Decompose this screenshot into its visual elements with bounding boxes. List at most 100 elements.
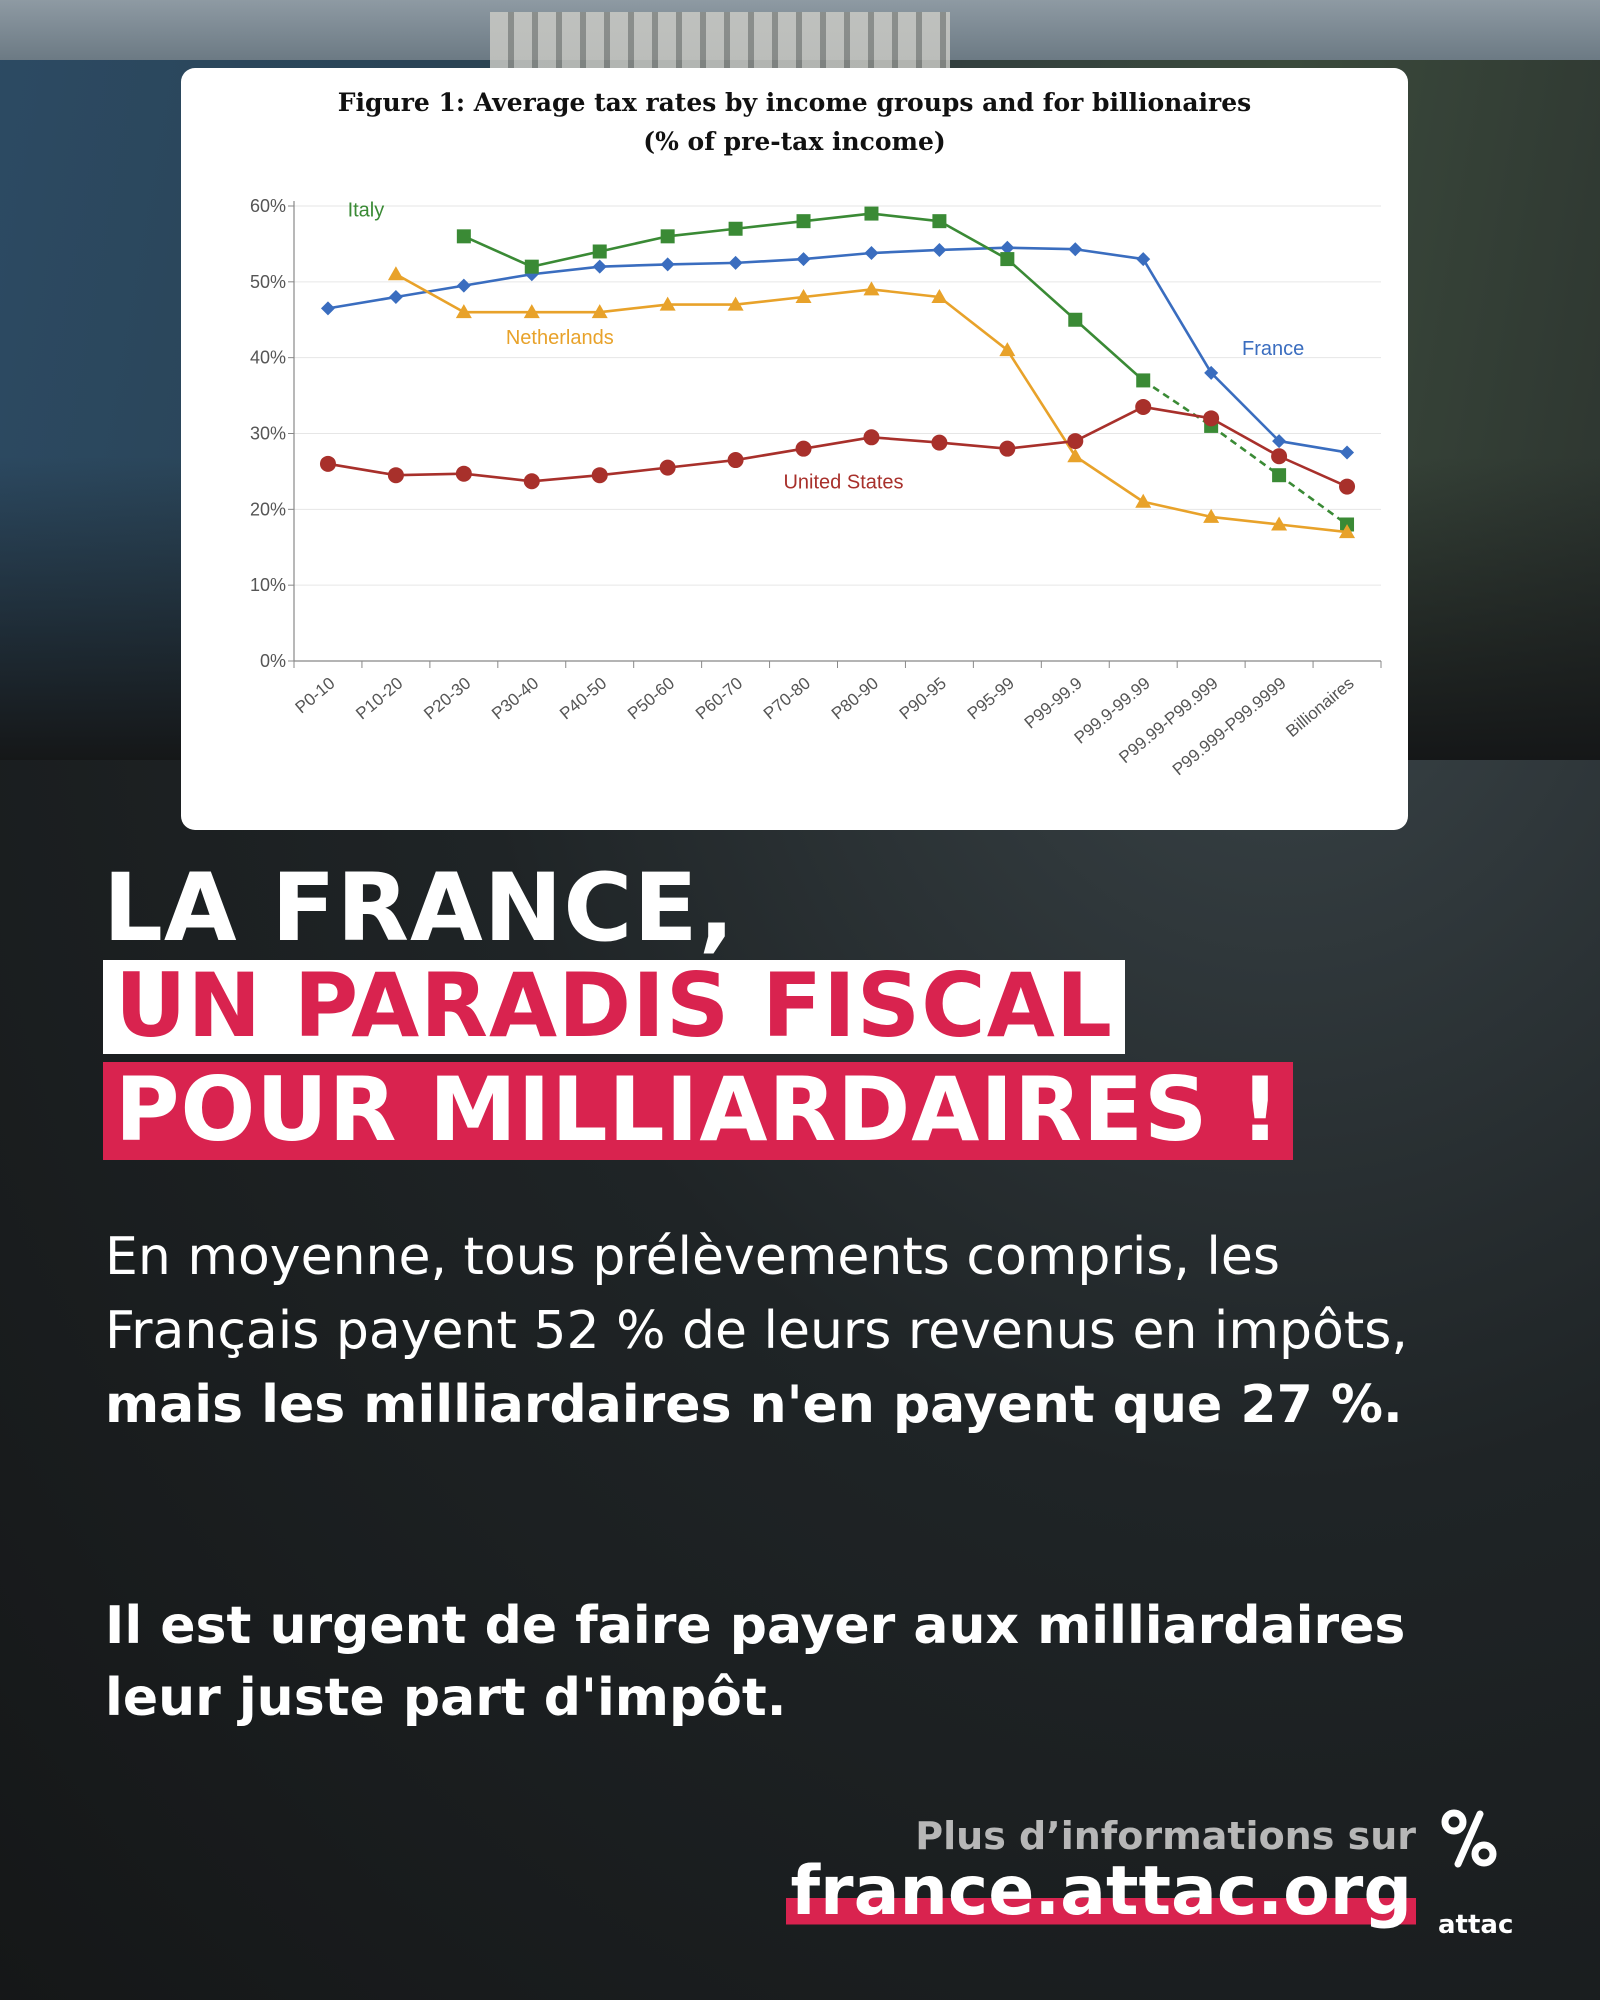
series-line-netherlands bbox=[1006, 349, 1077, 457]
y-tick-label: 50% bbox=[250, 272, 286, 292]
series-line-united-states bbox=[531, 473, 600, 483]
data-point-united-states bbox=[591, 467, 608, 484]
series-line-france bbox=[463, 272, 532, 287]
series-line-france bbox=[599, 263, 668, 268]
headline-line-2: UN PARADIS FISCAL bbox=[103, 960, 1125, 1054]
x-tick-label: P0-10 bbox=[292, 674, 339, 718]
data-point-italy bbox=[1136, 373, 1151, 388]
data-point-netherlands bbox=[523, 304, 540, 319]
data-point-united-states bbox=[931, 434, 948, 451]
x-tick-label: P90-95 bbox=[896, 674, 950, 724]
data-point-netherlands bbox=[795, 289, 812, 303]
series-line-netherlands bbox=[1074, 455, 1144, 503]
data-point-italy bbox=[524, 259, 539, 274]
data-point-france bbox=[796, 252, 811, 267]
series-line-netherlands bbox=[1211, 515, 1280, 526]
chart-title: Figure 1: Average tax rates by income gr… bbox=[337, 88, 1252, 117]
data-point-netherlands bbox=[387, 266, 404, 281]
series-line-united-states bbox=[463, 472, 532, 483]
series-line-italy bbox=[1278, 474, 1348, 526]
series-line-italy bbox=[735, 219, 804, 231]
website-link[interactable]: france.attac.org bbox=[786, 1852, 1416, 1931]
data-point-united-states bbox=[727, 452, 744, 469]
data-point-france bbox=[1136, 252, 1151, 267]
series-line-france bbox=[871, 248, 940, 255]
series-line-france bbox=[735, 257, 804, 265]
series-line-italy bbox=[803, 212, 872, 223]
series-line-france bbox=[1075, 247, 1144, 261]
attac-percent-logo-icon bbox=[1441, 1809, 1497, 1868]
background-building bbox=[490, 12, 950, 72]
data-point-netherlands bbox=[1339, 524, 1356, 539]
data-point-france bbox=[592, 259, 607, 274]
data-point-italy bbox=[660, 229, 675, 244]
data-point-united-states bbox=[863, 429, 880, 446]
series-line-netherlands bbox=[938, 295, 1009, 352]
data-point-france bbox=[456, 278, 471, 293]
x-tick-label: P40-50 bbox=[556, 674, 610, 724]
data-point-france bbox=[1068, 242, 1083, 257]
series-label-netherlands: Netherlands bbox=[506, 327, 614, 349]
body-paragraph-1-light: En moyenne, tous prélèvements compris, l… bbox=[105, 1227, 1408, 1361]
x-tick-label: P99-99.9 bbox=[1021, 674, 1086, 733]
line-chart: 0% 10% 20% 30% 40% 50% 60% P0-10 P10-20 P20-30 P30… bbox=[250, 196, 1382, 780]
data-point-united-states bbox=[1203, 410, 1220, 427]
series-line-france bbox=[395, 284, 465, 299]
series-line-netherlands bbox=[395, 273, 465, 314]
series-line-netherlands bbox=[1142, 500, 1212, 519]
series-line-france bbox=[1007, 246, 1076, 251]
series-line-united-states bbox=[667, 458, 736, 469]
series-line-italy bbox=[667, 227, 736, 238]
data-point-france bbox=[660, 257, 675, 272]
data-point-united-states bbox=[319, 455, 336, 472]
series-label-italy: Italy bbox=[348, 199, 385, 221]
data-point-france bbox=[388, 290, 403, 304]
x-tick-label: P95-99 bbox=[964, 674, 1018, 724]
data-point-netherlands bbox=[931, 289, 948, 303]
data-point-netherlands bbox=[863, 281, 880, 296]
series-line-france bbox=[803, 251, 872, 261]
headline-line-3: POUR MILLIARDAIRES ! bbox=[103, 1062, 1294, 1160]
series-line-italy bbox=[531, 250, 601, 268]
series-line-france bbox=[1278, 439, 1348, 454]
y-tick-label: 20% bbox=[250, 499, 286, 519]
series-line-united-states bbox=[1278, 455, 1348, 488]
data-point-netherlands bbox=[1067, 448, 1084, 463]
data-point-italy bbox=[592, 244, 607, 259]
series-line-italy bbox=[1210, 424, 1280, 477]
data-point-italy bbox=[1068, 312, 1083, 327]
x-tick-label: P50-60 bbox=[624, 674, 678, 724]
data-point-netherlands bbox=[455, 304, 472, 319]
body-paragraph-1-bold: mais les milliardaires n'en payent que 2… bbox=[105, 1375, 1403, 1435]
series-line-united-states bbox=[599, 466, 668, 477]
data-point-united-states bbox=[659, 459, 676, 476]
series-line-france bbox=[327, 295, 397, 310]
x-tick-label: P99.999-P99.9999 bbox=[1169, 674, 1290, 780]
x-tick-label: P80-90 bbox=[828, 674, 882, 724]
data-point-france bbox=[932, 242, 947, 257]
data-point-netherlands bbox=[999, 342, 1016, 357]
series-line-united-states bbox=[735, 447, 804, 462]
data-point-france bbox=[1272, 434, 1287, 449]
body-paragraph-2: Il est urgent de faire payer aux milliar… bbox=[105, 1596, 1406, 1728]
data-point-united-states bbox=[1339, 478, 1356, 495]
series-line-france bbox=[1210, 371, 1281, 443]
chart-subtitle: (% of pre-tax income) bbox=[643, 127, 946, 156]
series-line-france bbox=[939, 246, 1008, 252]
data-point-italy bbox=[1272, 468, 1287, 483]
data-point-italy bbox=[796, 214, 811, 229]
series-line-france bbox=[531, 265, 600, 276]
series-line-netherlands bbox=[1278, 523, 1348, 534]
headline-line-1: LA FRANCE, bbox=[103, 854, 736, 963]
data-point-united-states bbox=[455, 465, 472, 482]
x-tick-label: P30-40 bbox=[488, 674, 542, 724]
data-point-united-states bbox=[1135, 398, 1152, 415]
data-point-italy bbox=[864, 206, 879, 221]
data-point-italy bbox=[1000, 252, 1015, 267]
series-line-italy bbox=[463, 235, 533, 268]
x-tick-label: P70-80 bbox=[760, 674, 814, 724]
data-point-netherlands bbox=[659, 296, 676, 311]
series-line-united-states bbox=[803, 436, 872, 450]
y-tick-label: 60% bbox=[250, 196, 286, 216]
data-point-italy bbox=[456, 229, 471, 244]
